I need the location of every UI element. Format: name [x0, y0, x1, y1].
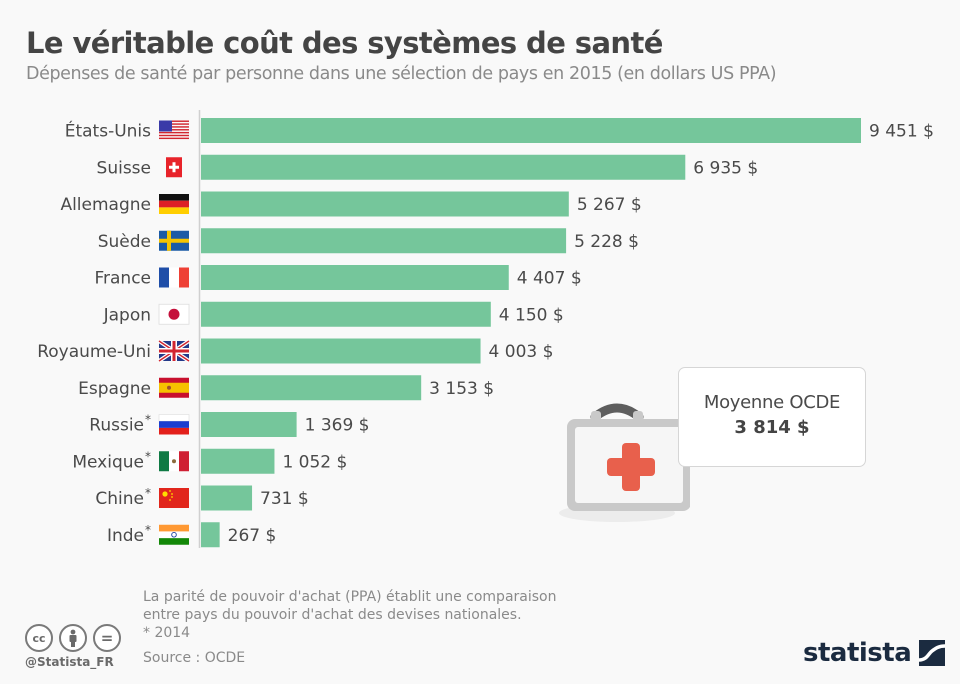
- chart-subtitle: Dépenses de santé par personne dans une …: [26, 64, 777, 84]
- bar: [201, 448, 275, 474]
- bar: [201, 375, 422, 401]
- bar-chart: États-Unis 9 451 $ Suisse 6 935 $ Allemagne 5…: [37, 110, 934, 548]
- bar: [201, 118, 861, 143]
- japan-flag-icon: [158, 303, 190, 325]
- uk-flag-icon: [157, 339, 191, 363]
- india-flag-icon: [159, 524, 189, 545]
- bar: [201, 191, 569, 217]
- footnote-mark: *: [145, 523, 151, 537]
- footnote-mark: *: [145, 449, 151, 463]
- bar: [201, 412, 297, 437]
- bar-row: Chine * 731 $: [95, 485, 309, 511]
- value-label: 4 003 $: [489, 342, 554, 362]
- mexico-flag-icon: [159, 451, 189, 472]
- category-label: Japon: [103, 305, 151, 325]
- bar: [201, 301, 491, 327]
- twitter-handle: @Statista_FR: [25, 655, 114, 669]
- bar-row: Inde * 267 $: [107, 522, 277, 548]
- sweden-flag-icon: [159, 230, 189, 251]
- source-label: Source : OCDE: [143, 650, 246, 666]
- bar: [201, 338, 481, 364]
- category-label: Suède: [98, 232, 151, 252]
- category-label: Royaume-Uni: [37, 342, 151, 362]
- footnote-mark: *: [145, 486, 151, 500]
- value-label: 5 228 $: [574, 232, 639, 252]
- statista-logo[interactable]: statista: [803, 638, 946, 668]
- oecd-average-value: 3 814 $: [734, 417, 810, 438]
- cc-icon-text: cc: [32, 631, 46, 645]
- value-label: 4 407 $: [517, 269, 582, 289]
- value-label: 731 $: [260, 489, 309, 509]
- no-derivatives-icon: =: [93, 624, 121, 652]
- bar-row: France 4 407 $: [94, 265, 582, 290]
- cc-icon: cc: [25, 624, 53, 652]
- category-label: France: [94, 269, 151, 289]
- statista-logo-icon: [919, 640, 946, 666]
- bar: [201, 154, 686, 180]
- oecd-average-label: Moyenne OCDE: [703, 392, 841, 413]
- bar-row: Japon 4 150 $: [103, 301, 564, 327]
- bar: [201, 228, 567, 254]
- category-label: Russie: [89, 416, 144, 436]
- bar-row: États-Unis 9 451 $: [65, 118, 934, 143]
- bar: [201, 485, 253, 511]
- us-flag-icon: [159, 120, 189, 140]
- ppp-note-line-1: La parité de pouvoir d'achat (PPA) établ…: [143, 589, 557, 605]
- category-label: États-Unis: [65, 120, 151, 142]
- oecd-average-callout: Moyenne OCDE 3 814 $: [678, 367, 866, 467]
- by-attribution-icon: [59, 624, 87, 652]
- value-label: 4 150 $: [499, 305, 564, 325]
- germany-flag-icon: [159, 194, 189, 214]
- bar: [201, 522, 220, 548]
- value-label: 3 153 $: [429, 379, 494, 399]
- switzerland-flag-icon: [166, 157, 182, 178]
- russia-flag-icon: [158, 414, 190, 435]
- category-label: Mexique: [72, 452, 144, 472]
- spain-flag-icon: [159, 377, 189, 398]
- footnotes: La parité de pouvoir d'achat (PPA) établ…: [143, 588, 556, 667]
- bar-row: Mexique * 1 052 $: [72, 448, 347, 474]
- value-label: 267 $: [228, 526, 277, 546]
- bar-row: Russie * 1 369 $: [89, 412, 369, 437]
- china-flag-icon: [159, 488, 189, 508]
- first-aid-kit-icon: [555, 395, 691, 530]
- bar-row: Suède 5 228 $: [98, 228, 639, 254]
- year-footnote: * 2014: [143, 625, 191, 641]
- bar: [201, 265, 509, 290]
- nd-icon-text: =: [100, 629, 114, 647]
- statista-wordmark: statista: [803, 638, 912, 668]
- value-label: 1 052 $: [282, 452, 347, 472]
- ppp-note-line-2: entre pays du pouvoir d'achat des devise…: [143, 607, 522, 623]
- bar-row: Espagne 3 153 $: [78, 375, 494, 401]
- bar-row: Allemagne 5 267 $: [60, 191, 642, 217]
- category-label: Inde: [107, 526, 144, 546]
- category-label: Suisse: [97, 158, 151, 178]
- value-label: 6 935 $: [693, 158, 758, 178]
- chart-title: Le véritable coût des systèmes de santé: [26, 26, 663, 60]
- bar-row: Suisse 6 935 $: [97, 154, 758, 180]
- value-label: 5 267 $: [577, 195, 642, 215]
- category-label: Espagne: [78, 379, 151, 399]
- value-label: 9 451 $: [869, 122, 934, 142]
- license-icons: cc =: [25, 624, 121, 652]
- france-flag-icon: [159, 267, 189, 288]
- footnote-mark: *: [145, 413, 151, 427]
- bar-row: Royaume-Uni 4 003 $: [37, 338, 554, 364]
- category-label: Chine: [95, 489, 144, 509]
- category-label: Allemagne: [60, 195, 151, 215]
- value-label: 1 369 $: [305, 416, 370, 436]
